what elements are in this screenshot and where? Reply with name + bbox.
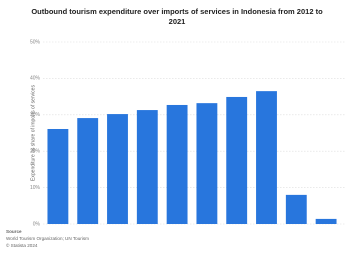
bar <box>136 110 158 224</box>
bar <box>47 128 69 224</box>
bar <box>107 114 128 224</box>
bar <box>77 118 99 224</box>
source-heading: Source <box>6 229 22 234</box>
bar <box>166 104 188 224</box>
y-tick-label: 0% <box>33 221 41 227</box>
bar <box>256 91 277 224</box>
y-tick-label: 10% <box>30 185 41 191</box>
y-axis-title: Expenditure as share of imports of servi… <box>30 85 36 181</box>
y-tick-label: 30% <box>30 112 41 118</box>
bar <box>315 218 337 224</box>
source: World Tourism Organization; UN Tourism <box>6 236 89 241</box>
y-tick-label: 40% <box>30 76 41 82</box>
chart-title: Outbound tourism expenditure over import… <box>31 7 323 26</box>
bar <box>196 103 218 224</box>
bar <box>226 96 248 224</box>
copyright: © Statista 2024 <box>6 242 38 248</box>
y-tick-label: 50% <box>30 39 41 45</box>
y-tick-label: 20% <box>30 149 41 155</box>
bar <box>285 194 307 224</box>
